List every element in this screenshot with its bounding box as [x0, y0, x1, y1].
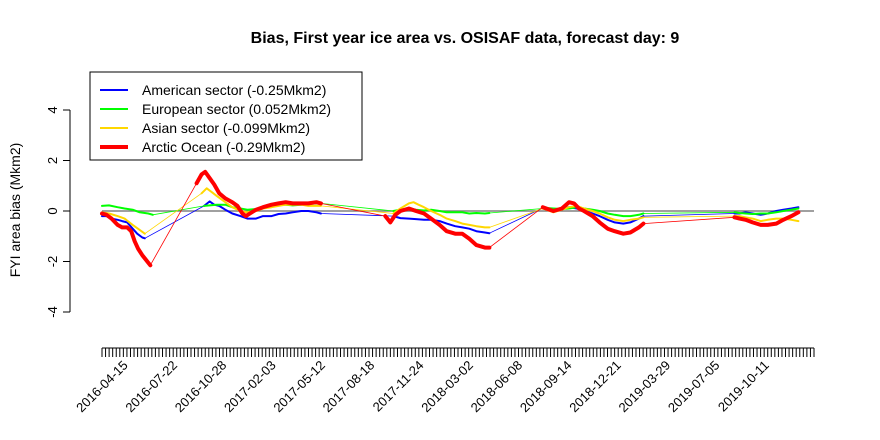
series-line: [101, 211, 146, 235]
legend-entry: Asian sector (-0.099Mkm2): [142, 120, 310, 136]
x-tick-label: 2018-09-14: [517, 358, 575, 416]
x-tick-label: 2018-12-21: [566, 358, 624, 416]
y-tick-label: 0: [45, 207, 60, 214]
series-line: [100, 211, 153, 268]
series-1: [101, 202, 800, 218]
x-tick-label: 2019-03-29: [616, 358, 674, 416]
series-line: [101, 204, 154, 216]
y-tick-label: 2: [45, 157, 60, 164]
x-tick-label: 2018-03-02: [418, 358, 476, 416]
x-tick-label: 2016-10-28: [172, 358, 230, 416]
series-line: [383, 206, 492, 250]
series-3: [100, 169, 801, 268]
series-line: [733, 207, 800, 215]
x-tick-label: 2017-05-12: [270, 358, 328, 416]
x-tick-label: 2017-11-24: [370, 358, 427, 415]
x-tick-label: 2017-08-18: [320, 358, 378, 416]
legend-entry: European sector (0.052Mkm2): [142, 101, 331, 117]
series-line: [540, 200, 646, 236]
series-line: [732, 210, 801, 227]
x-tick-label: 2017-02-03: [221, 358, 279, 416]
legend-entry: American sector (-0.25Mkm2): [142, 82, 326, 98]
series-line: [194, 169, 323, 219]
x-tick-label: 2019-10-11: [715, 358, 772, 415]
x-tick-label: 2016-04-15: [73, 358, 131, 416]
legend-box: [89, 71, 363, 161]
legend-entry: Arctic Ocean (-0.29Mkm2): [142, 139, 305, 155]
legend: American sector (-0.25Mkm2) European sect…: [89, 71, 363, 161]
y-tick-label: 4: [45, 106, 60, 113]
y-axis-label: FYI area bias (Mkm2): [7, 143, 23, 278]
x-minor-ticks: [101, 348, 815, 357]
series-line: [392, 215, 491, 235]
chart-title: Bias, First year ice area vs. OSISAF dat…: [251, 30, 680, 47]
series-line: [392, 201, 491, 229]
x-tick-label: 2019-07-05: [665, 358, 723, 416]
y-tick-label: -2: [45, 256, 60, 268]
x-tick-label: 2016-07-22: [122, 358, 180, 416]
y-tick-label: -4: [45, 306, 60, 318]
x-tick-label: 2018-06-08: [468, 358, 526, 416]
